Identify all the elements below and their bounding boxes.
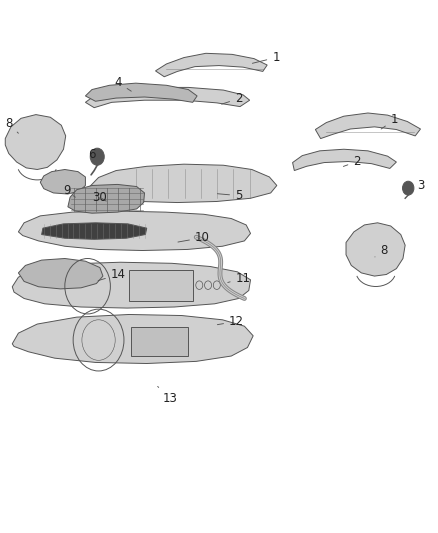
PathPatch shape [68, 184, 145, 213]
Bar [131, 327, 188, 356]
Circle shape [403, 181, 414, 195]
PathPatch shape [85, 87, 250, 108]
Text: 11: 11 [228, 272, 251, 285]
Text: 10: 10 [178, 231, 210, 244]
Text: 8: 8 [5, 117, 18, 133]
Text: 3: 3 [410, 179, 424, 192]
PathPatch shape [12, 262, 251, 308]
Text: 13: 13 [158, 386, 177, 405]
Text: 4: 4 [114, 76, 131, 91]
Text: 2: 2 [222, 92, 243, 105]
PathPatch shape [346, 223, 405, 276]
PathPatch shape [12, 314, 253, 364]
Text: 9: 9 [63, 184, 75, 197]
Text: 2: 2 [343, 155, 361, 168]
Text: 12: 12 [217, 315, 244, 328]
PathPatch shape [85, 83, 197, 102]
PathPatch shape [42, 223, 147, 239]
Text: 30: 30 [92, 191, 107, 204]
Circle shape [90, 148, 104, 165]
PathPatch shape [155, 53, 267, 77]
Bar [129, 270, 193, 301]
PathPatch shape [5, 115, 66, 169]
Text: 14: 14 [98, 268, 126, 281]
PathPatch shape [90, 164, 277, 203]
Text: 6: 6 [88, 148, 96, 161]
PathPatch shape [293, 149, 396, 171]
Text: 5: 5 [217, 189, 242, 202]
PathPatch shape [40, 169, 85, 194]
Text: 1: 1 [381, 114, 398, 129]
PathPatch shape [315, 113, 420, 139]
Text: 8: 8 [375, 244, 387, 257]
PathPatch shape [18, 211, 251, 251]
Text: 1: 1 [252, 51, 280, 64]
PathPatch shape [18, 259, 103, 289]
